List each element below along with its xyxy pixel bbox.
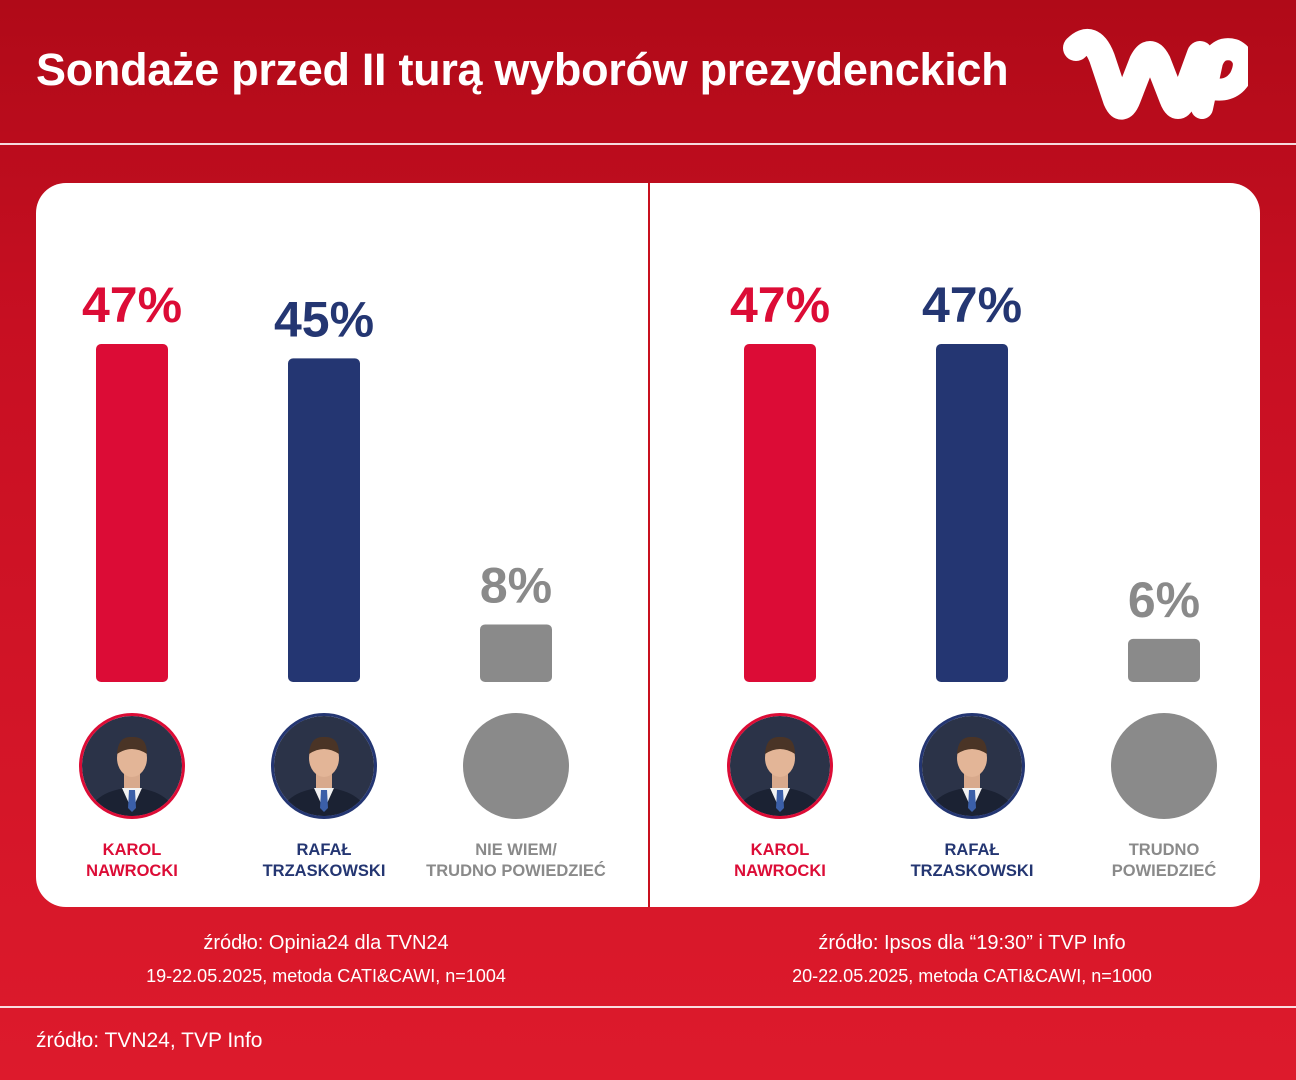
candidate-photo xyxy=(727,713,833,819)
chart-card: 47% 45% 8% 47% 47% 6% KAROL NAWROCKI RAFAŁ TRZ… xyxy=(36,183,1260,907)
bar xyxy=(480,624,552,682)
page-title: Sondaże przed II turą wyborów prezydenck… xyxy=(36,44,1009,95)
source-left-title: źródło: Opinia24 dla TVN24 xyxy=(203,932,449,954)
bar xyxy=(96,344,168,682)
source-right: źródło: Ipsos dla “19:30” i TVP Info 20-… xyxy=(692,930,1252,988)
panel-divider xyxy=(648,183,650,907)
bar-value-label: 45% xyxy=(274,291,374,347)
poll-charts: 47% 45% 8% 47% 47% 6% xyxy=(79,277,1217,819)
undecided-circle xyxy=(1111,713,1217,819)
candidate-photo xyxy=(271,713,377,819)
category-label: RAFAŁ TRZASKOWSKI xyxy=(262,841,386,880)
bar-value-label: 47% xyxy=(730,277,830,333)
footer-divider xyxy=(0,1006,1296,1008)
header: Sondaże przed II turą wyborów prezydenck… xyxy=(0,0,1296,144)
bar xyxy=(1128,638,1200,682)
wp-logo xyxy=(1063,29,1248,120)
header-divider xyxy=(0,143,1296,145)
category-label: TRUDNO POWIEDZIEĆ xyxy=(1111,841,1217,880)
source-left: źródło: Opinia24 dla TVN24 19-22.05.2025… xyxy=(46,930,606,988)
bar-value-label: 6% xyxy=(1128,572,1200,628)
bar-value-label: 47% xyxy=(922,277,1022,333)
category-label: NIE WIEM/ TRUDNO POWIEDZIEĆ xyxy=(426,841,606,880)
footer-source: źródło: TVN24, TVP Info xyxy=(36,1029,263,1052)
bar-value-label: 47% xyxy=(82,277,182,333)
source-right-method: 20-22.05.2025, metoda CATI&CAWI, n=1000 xyxy=(792,966,1152,986)
source-right-title: źródło: Ipsos dla “19:30” i TVP Info xyxy=(818,932,1126,954)
candidate-photo xyxy=(919,713,1025,819)
bar xyxy=(744,344,816,682)
category-label: KAROL NAWROCKI xyxy=(734,841,826,880)
candidate-photo xyxy=(79,713,185,819)
category-label: KAROL NAWROCKI xyxy=(86,841,178,880)
source-left-method: 19-22.05.2025, metoda CATI&CAWI, n=1004 xyxy=(146,966,506,986)
undecided-circle xyxy=(463,713,569,819)
bar xyxy=(288,358,360,682)
bar-value-label: 8% xyxy=(480,557,552,613)
bar xyxy=(936,344,1008,682)
category-label: RAFAŁ TRZASKOWSKI xyxy=(910,841,1034,880)
